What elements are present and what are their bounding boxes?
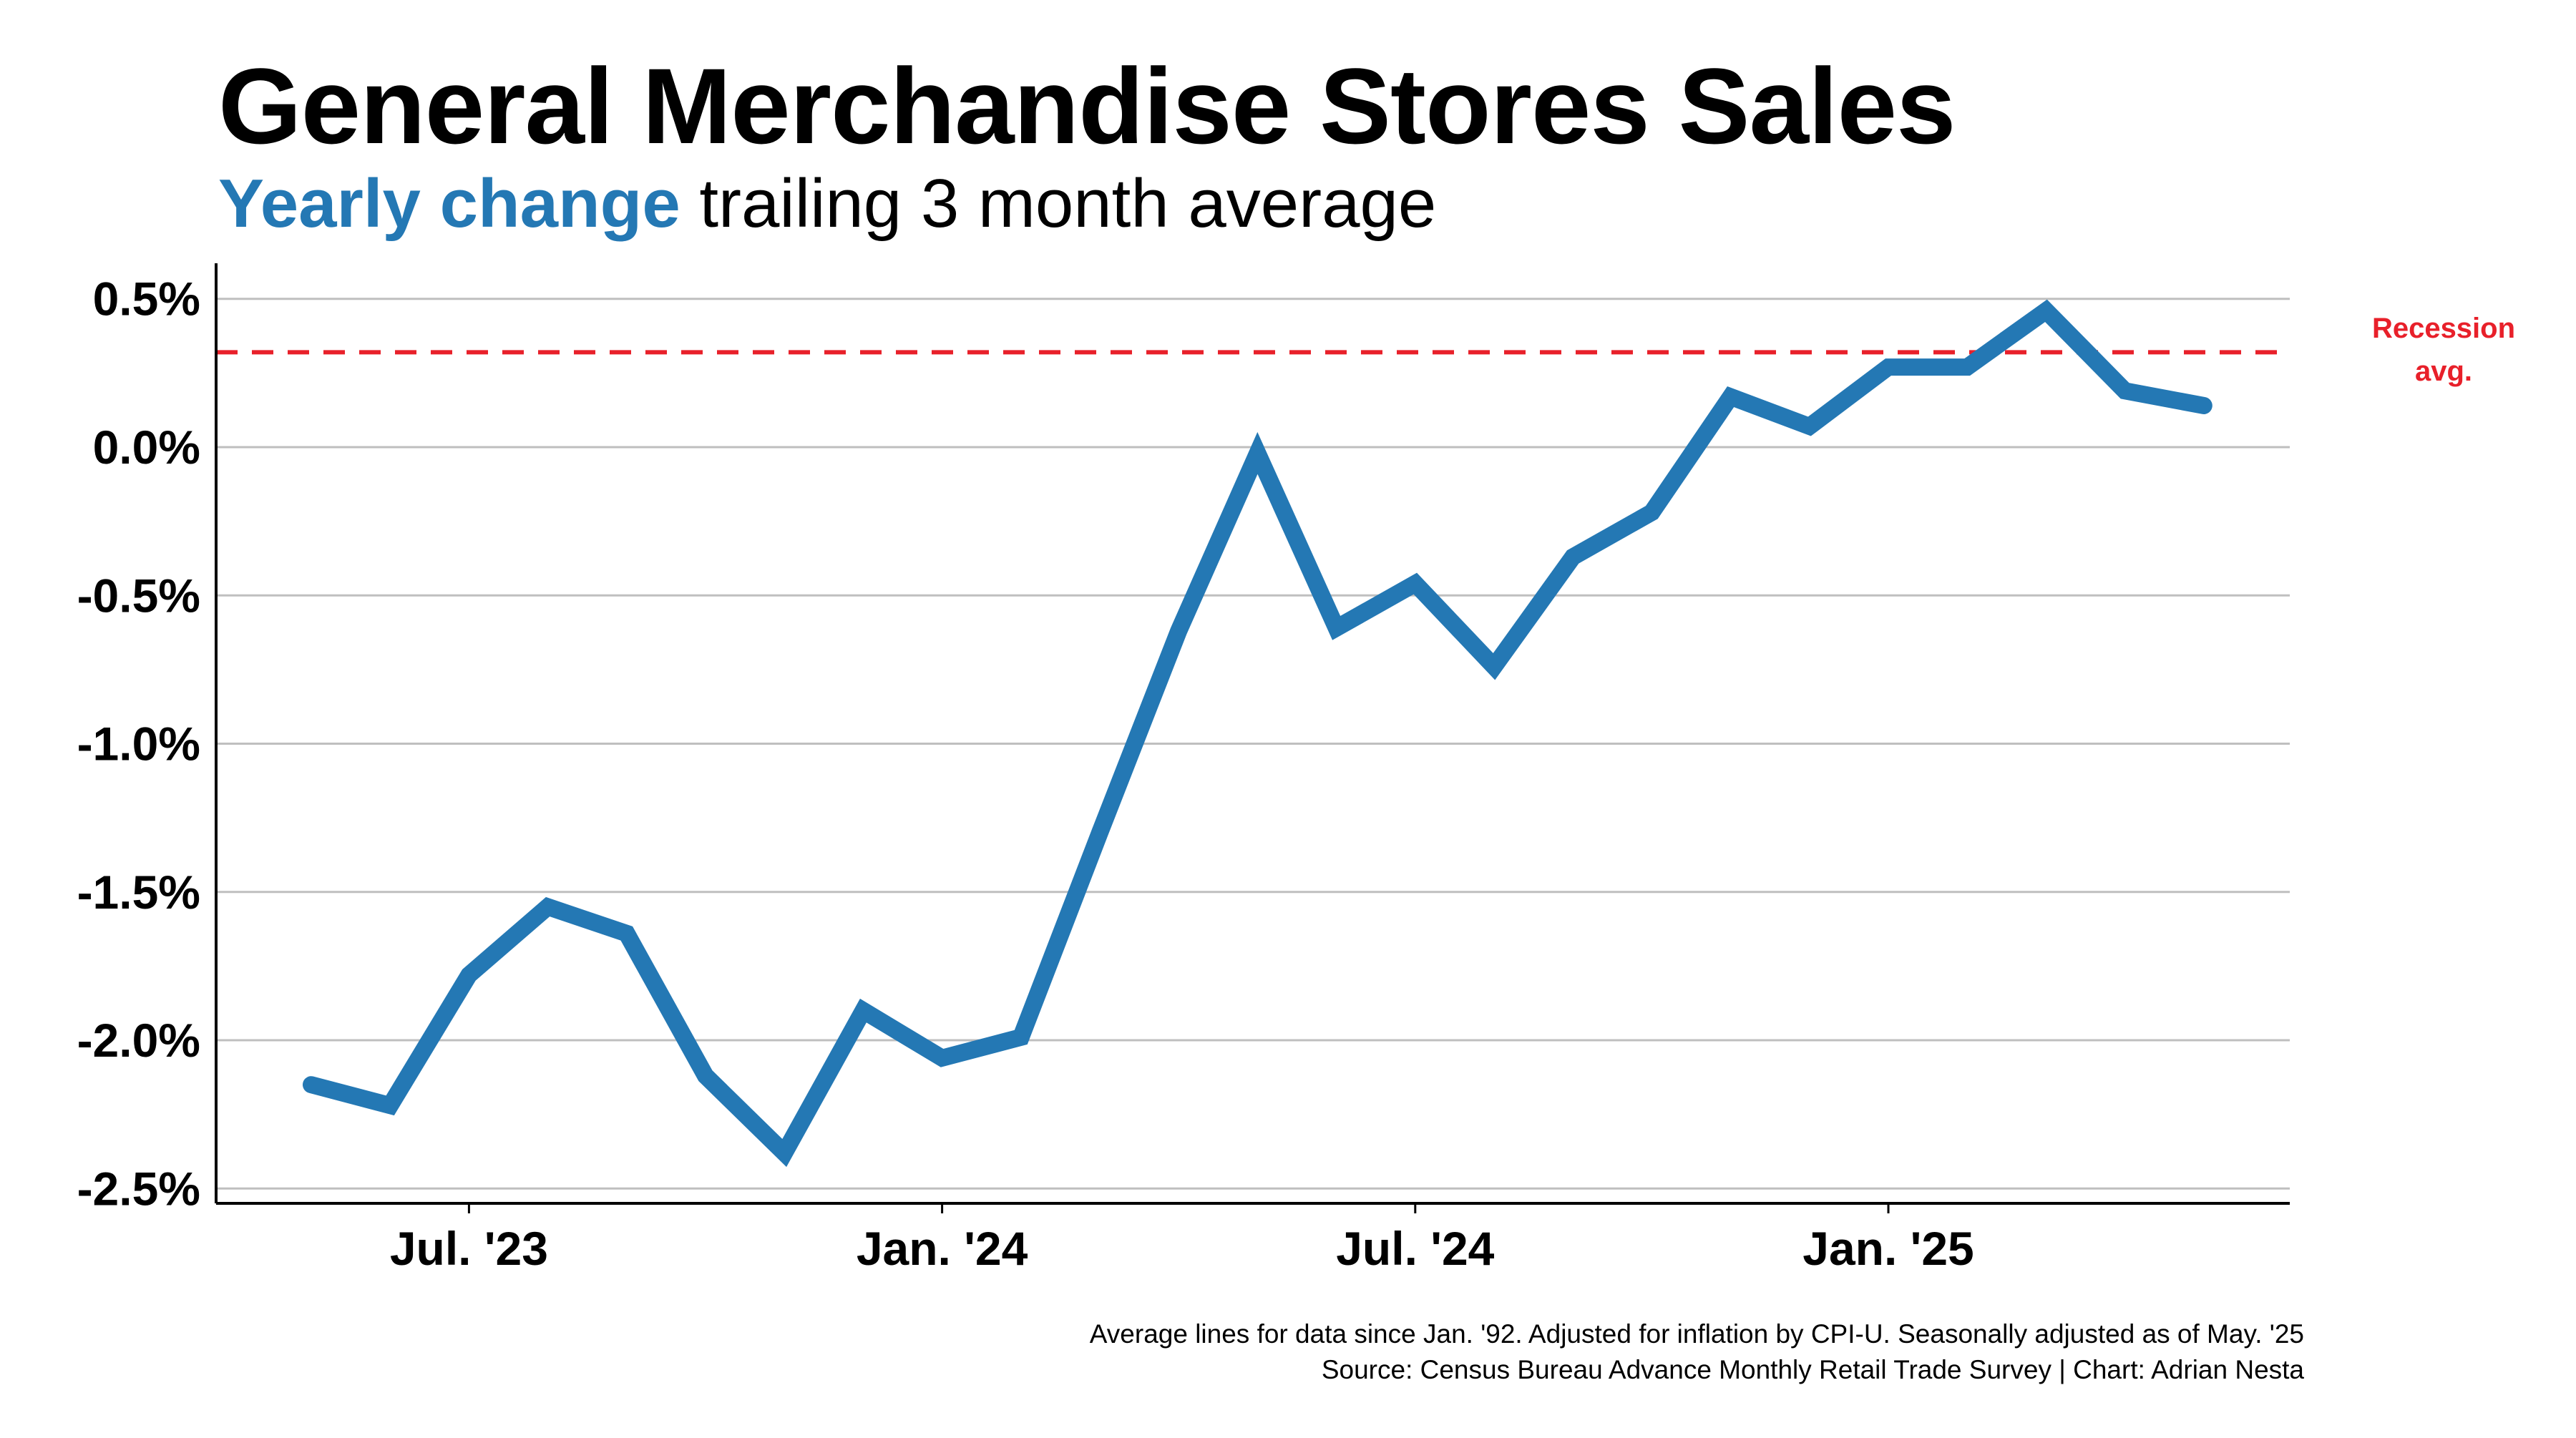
axes [215,263,2290,1205]
gridlines [216,298,2290,1190]
x-axis-ticks: Jul. '23 Jan. '24 Jul. '24 Jan. '25 [390,1203,1974,1275]
chart-subtitle: Yearly change trailing 3 month average [218,165,1436,243]
caption-source: Source: Census Bureau Advance Monthly Re… [1321,1355,2304,1384]
reference-label-line1: Recession [2372,313,2515,344]
chart-title: General Merchandise Stores Sales [218,46,1956,166]
y-tick-label: -0.5% [77,569,200,622]
series-line [303,299,2212,1168]
y-tick-label: -1.0% [77,718,200,771]
y-tick-label: -2.0% [77,1014,200,1067]
y-axis-ticks: 0.5% 0.0% -0.5% -1.0% -1.5% -2.0% -2.5% [77,273,200,1216]
series-layer [303,299,2212,1168]
subtitle-highlight: Yearly change [218,165,680,242]
caption-note: Average lines for data since Jan. '92. A… [1089,1319,2304,1349]
x-tick-label: Jan. '25 [1802,1222,1974,1275]
reference-label: Recession avg. [2372,313,2515,387]
recession-average-line: Recession avg. [216,313,2515,387]
chart-caption: Average lines for data since Jan. '92. A… [1090,1316,2304,1388]
x-tick-label: Jul. '24 [1336,1222,1494,1275]
y-tick-label: -1.5% [77,866,200,919]
x-tick-label: Jan. '24 [857,1222,1028,1275]
subtitle-rest: trailing 3 month average [680,165,1437,242]
y-tick-label: 0.5% [93,273,200,326]
y-tick-label: 0.0% [93,421,200,474]
x-tick-label: Jul. '23 [390,1222,548,1275]
y-tick-label: -2.5% [77,1162,200,1215]
reference-label-line2: avg. [2415,356,2472,387]
